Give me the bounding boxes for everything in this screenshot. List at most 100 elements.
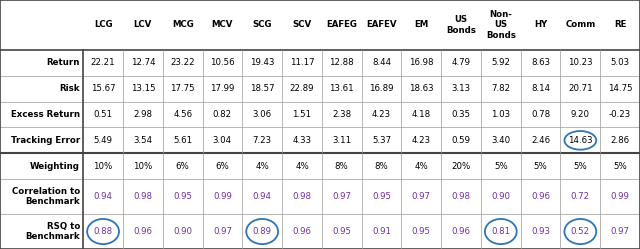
Text: MCV: MCV (212, 20, 233, 29)
Text: 14.75: 14.75 (608, 84, 632, 93)
Text: 3.04: 3.04 (213, 136, 232, 145)
Text: 19.43: 19.43 (250, 58, 275, 67)
Text: 2.38: 2.38 (332, 110, 351, 119)
Text: 5%: 5% (534, 162, 547, 171)
Text: 0.72: 0.72 (571, 192, 590, 201)
Text: 0.97: 0.97 (611, 227, 630, 236)
Text: 4.33: 4.33 (292, 136, 312, 145)
Text: 4.18: 4.18 (412, 110, 431, 119)
Text: 4.23: 4.23 (412, 136, 431, 145)
Text: 5.61: 5.61 (173, 136, 192, 145)
Text: 0.90: 0.90 (173, 227, 192, 236)
Text: 10%: 10% (133, 162, 152, 171)
Text: Weighting: Weighting (30, 162, 80, 171)
Text: 5.03: 5.03 (611, 58, 630, 67)
Text: 0.98: 0.98 (452, 192, 470, 201)
Text: 10.23: 10.23 (568, 58, 593, 67)
Text: 0.97: 0.97 (332, 192, 351, 201)
Text: 0.96: 0.96 (452, 227, 470, 236)
Text: 0.99: 0.99 (611, 192, 630, 201)
Text: 4%: 4% (255, 162, 269, 171)
Text: LCV: LCV (134, 20, 152, 29)
Text: 8.14: 8.14 (531, 84, 550, 93)
Text: 16.89: 16.89 (369, 84, 394, 93)
Text: Excess Return: Excess Return (11, 110, 80, 119)
Text: 0.78: 0.78 (531, 110, 550, 119)
Text: 0.88: 0.88 (93, 227, 113, 236)
Text: 5%: 5% (494, 162, 508, 171)
Text: 0.97: 0.97 (213, 227, 232, 236)
Text: 0.96: 0.96 (133, 227, 152, 236)
Text: 0.96: 0.96 (292, 227, 312, 236)
Text: 10.56: 10.56 (210, 58, 235, 67)
Text: 1.51: 1.51 (292, 110, 312, 119)
Text: 5.49: 5.49 (93, 136, 113, 145)
Text: 0.99: 0.99 (213, 192, 232, 201)
Text: Return: Return (47, 58, 80, 67)
Text: RE: RE (614, 20, 627, 29)
Text: 5.37: 5.37 (372, 136, 391, 145)
Text: 13.61: 13.61 (330, 84, 354, 93)
Text: 9.20: 9.20 (571, 110, 590, 119)
Text: 3.40: 3.40 (492, 136, 510, 145)
Text: 0.93: 0.93 (531, 227, 550, 236)
Text: Risk: Risk (60, 84, 80, 93)
Text: 0.91: 0.91 (372, 227, 391, 236)
Text: 4.79: 4.79 (452, 58, 470, 67)
Text: 8%: 8% (374, 162, 388, 171)
Text: 0.51: 0.51 (93, 110, 113, 119)
Text: 2.46: 2.46 (531, 136, 550, 145)
Text: 1.03: 1.03 (492, 110, 510, 119)
Text: 5%: 5% (573, 162, 588, 171)
Text: -0.23: -0.23 (609, 110, 631, 119)
Text: 0.82: 0.82 (213, 110, 232, 119)
Text: EAFEG: EAFEG (326, 20, 357, 29)
Text: 0.95: 0.95 (332, 227, 351, 236)
Text: 0.98: 0.98 (133, 192, 152, 201)
Text: 3.11: 3.11 (332, 136, 351, 145)
Text: 3.13: 3.13 (451, 84, 470, 93)
Text: LCG: LCG (94, 20, 113, 29)
Text: 0.59: 0.59 (452, 136, 470, 145)
Text: 12.74: 12.74 (131, 58, 155, 67)
Text: 7.82: 7.82 (492, 84, 510, 93)
Text: 0.98: 0.98 (292, 192, 312, 201)
Text: 22.21: 22.21 (91, 58, 115, 67)
Text: 0.96: 0.96 (531, 192, 550, 201)
Text: 4.56: 4.56 (173, 110, 192, 119)
Text: 0.94: 0.94 (93, 192, 113, 201)
Text: 12.88: 12.88 (330, 58, 354, 67)
Text: 23.22: 23.22 (170, 58, 195, 67)
Text: RSQ to
Benchmark: RSQ to Benchmark (25, 222, 80, 241)
Text: 7.23: 7.23 (253, 136, 272, 145)
Text: 3.06: 3.06 (253, 110, 272, 119)
Text: 22.89: 22.89 (290, 84, 314, 93)
Text: 3.54: 3.54 (133, 136, 152, 145)
Text: 6%: 6% (216, 162, 229, 171)
Text: 17.99: 17.99 (210, 84, 235, 93)
Text: 4%: 4% (414, 162, 428, 171)
Text: 4.23: 4.23 (372, 110, 391, 119)
Text: 0.35: 0.35 (451, 110, 470, 119)
Text: 17.75: 17.75 (170, 84, 195, 93)
Text: SCV: SCV (292, 20, 312, 29)
Text: 0.81: 0.81 (492, 227, 510, 236)
Text: Correlation to
Benchmark: Correlation to Benchmark (12, 187, 80, 206)
Text: 6%: 6% (176, 162, 189, 171)
Text: 0.90: 0.90 (492, 192, 510, 201)
Text: 5%: 5% (613, 162, 627, 171)
Text: 15.67: 15.67 (91, 84, 115, 93)
Text: 18.57: 18.57 (250, 84, 275, 93)
Text: 2.86: 2.86 (611, 136, 630, 145)
Text: 0.94: 0.94 (253, 192, 271, 201)
Text: 13.15: 13.15 (131, 84, 155, 93)
Text: EM: EM (414, 20, 428, 29)
Text: US
Bonds: US Bonds (446, 15, 476, 35)
Text: 20.71: 20.71 (568, 84, 593, 93)
Text: 4%: 4% (295, 162, 309, 171)
Text: 10%: 10% (93, 162, 113, 171)
Text: EAFEV: EAFEV (366, 20, 397, 29)
Text: 0.95: 0.95 (372, 192, 391, 201)
Text: HY: HY (534, 20, 547, 29)
Text: Tracking Error: Tracking Error (11, 136, 80, 145)
